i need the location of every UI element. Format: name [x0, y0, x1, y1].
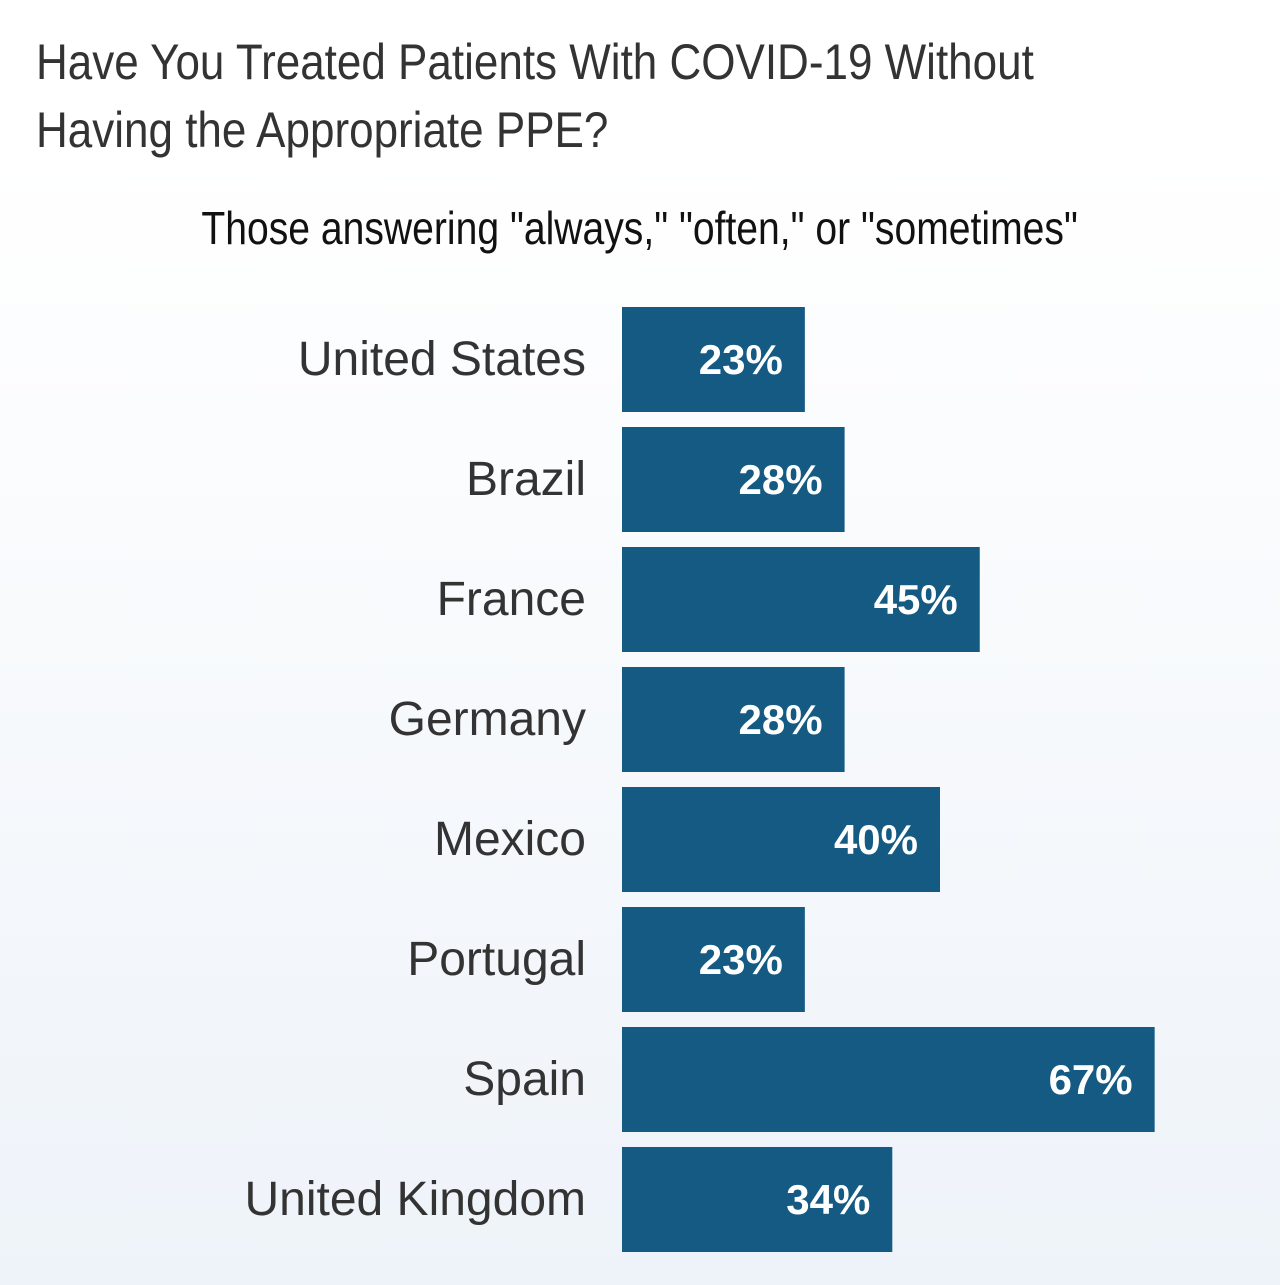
value-label: 67%: [1049, 1056, 1133, 1103]
bar-france: [622, 547, 980, 652]
value-label: 23%: [699, 936, 783, 983]
bar-germany: [622, 667, 845, 772]
bar-mexico: [622, 787, 940, 892]
value-label: 28%: [739, 456, 823, 503]
bar-united-kingdom: [622, 1147, 893, 1252]
category-label: Germany: [389, 693, 586, 746]
bar-brazil: [622, 427, 845, 532]
bar-united-states: [622, 307, 805, 412]
value-label: 45%: [874, 576, 958, 623]
bar-portugal: [622, 907, 805, 1012]
category-label: United Kingdom: [244, 1173, 586, 1226]
category-label: Spain: [463, 1053, 586, 1106]
category-label: United States: [298, 333, 586, 386]
chart-title: Have You Treated Patients With COVID-19 …: [36, 34, 1034, 158]
category-label: Brazil: [466, 453, 586, 506]
category-label: Portugal: [407, 933, 586, 986]
value-label: 23%: [699, 336, 783, 383]
value-label: 40%: [834, 816, 918, 863]
chart-subtitle: Those answering "always," "often," or "s…: [0, 196, 1280, 260]
chart-subtitle-text: Those answering "always," "often," or "s…: [201, 202, 1079, 254]
value-label: 34%: [786, 1176, 870, 1223]
category-label: France: [437, 573, 586, 626]
value-label: 28%: [739, 696, 823, 743]
category-label: Mexico: [434, 813, 586, 866]
bar-spain: [622, 1027, 1155, 1132]
